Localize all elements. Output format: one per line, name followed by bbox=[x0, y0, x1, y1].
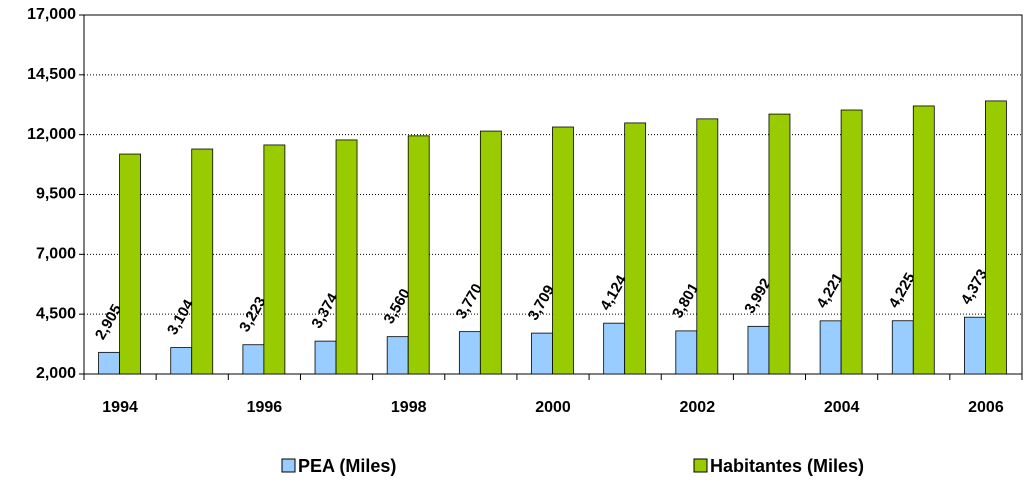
legend-label: Habitantes (Miles) bbox=[710, 456, 864, 476]
bar bbox=[170, 347, 193, 375]
bar bbox=[747, 325, 770, 375]
bar bbox=[819, 320, 842, 375]
bar bbox=[119, 153, 141, 375]
bar bbox=[964, 316, 986, 375]
bar bbox=[242, 344, 265, 375]
bar bbox=[458, 331, 481, 375]
y-tick-label: 2,000 bbox=[36, 365, 76, 382]
legend-label: PEA (Miles) bbox=[298, 456, 396, 476]
bar bbox=[263, 144, 286, 375]
bar bbox=[479, 130, 502, 375]
bar bbox=[603, 322, 626, 375]
bar bbox=[891, 320, 914, 375]
legend-swatch bbox=[281, 458, 296, 473]
y-tick-label: 12,000 bbox=[27, 126, 76, 143]
y-tick-label: 7,000 bbox=[36, 246, 76, 263]
bar bbox=[624, 122, 647, 375]
x-tick-label: 1998 bbox=[391, 399, 427, 416]
bar bbox=[335, 139, 358, 375]
y-tick-label: 4,500 bbox=[36, 305, 76, 322]
bar bbox=[912, 105, 935, 375]
legend-swatch bbox=[693, 458, 708, 473]
bar bbox=[985, 100, 1007, 375]
y-tick-label: 9,500 bbox=[36, 186, 76, 203]
x-tick-label: 2004 bbox=[824, 399, 860, 416]
bar bbox=[675, 330, 698, 375]
x-tick-label: 2002 bbox=[680, 399, 716, 416]
bar bbox=[840, 109, 863, 375]
bar bbox=[552, 126, 574, 375]
bar bbox=[191, 148, 214, 375]
y-tick-label: 17,000 bbox=[27, 6, 76, 23]
bar bbox=[98, 351, 120, 375]
y-tick-label: 14,500 bbox=[27, 66, 76, 83]
x-tick-label: 1994 bbox=[102, 399, 138, 416]
bar bbox=[407, 135, 430, 375]
bar bbox=[768, 113, 791, 375]
x-tick-label: 2006 bbox=[968, 399, 1004, 416]
bar bbox=[386, 336, 409, 375]
x-tick-label: 2000 bbox=[535, 399, 571, 416]
x-tick-label: 1996 bbox=[247, 399, 283, 416]
bar bbox=[314, 340, 337, 375]
bar bbox=[531, 332, 553, 375]
bar bbox=[696, 118, 719, 375]
